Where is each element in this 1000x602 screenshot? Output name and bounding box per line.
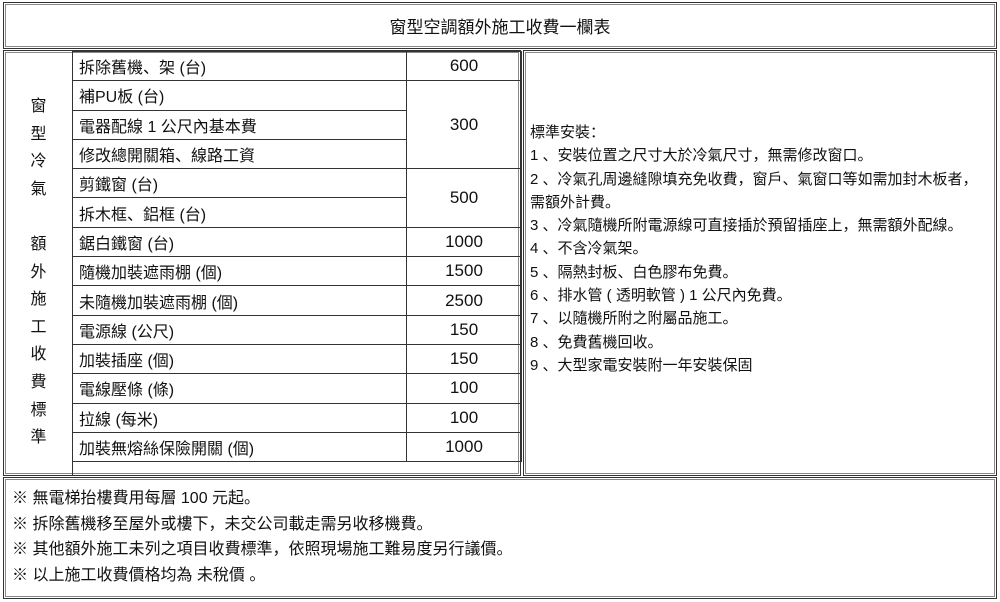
item-name: 拆除舊機、架 (台) bbox=[72, 50, 407, 82]
category-label-char: 收 bbox=[30, 346, 47, 364]
table-row: 加裝插座 (個) 150 bbox=[72, 343, 522, 375]
item-name: 補PU板 (台) bbox=[72, 80, 407, 111]
footer-notes: ※ 無電梯抬樓費用每層 100 元起。 ※ 拆除舊機移至屋外或樓下，未交公司載走需… bbox=[3, 477, 997, 599]
footer-note: ※ 以上施工收費價格均為 未稅價 。 bbox=[12, 566, 266, 584]
item-name: 隨機加裝遮雨棚 (個) bbox=[72, 256, 407, 287]
table-row: 拆除舊機、架 (台) 600 bbox=[72, 50, 522, 82]
item-name: 加裝插座 (個) bbox=[72, 343, 407, 375]
item-name: 電器配線 1 公尺內基本費 bbox=[72, 109, 407, 140]
table-row: 加裝無熔絲保險開關 (個) 1000 bbox=[72, 431, 522, 463]
table-row: 電源線 (公尺) 150 bbox=[72, 314, 522, 345]
item-name: 剪鐵窗 (台) bbox=[72, 168, 407, 199]
item-price: 100 bbox=[406, 402, 522, 433]
footer-note: ※ 拆除舊機移至屋外或樓下，未交公司載走需另收移機費。 bbox=[12, 515, 433, 533]
item-price: 2500 bbox=[406, 285, 522, 316]
footer-note: ※ 其他額外施工未列之項目收費標準，依照現場施工難易度另行議價。 bbox=[12, 541, 513, 558]
table-row: 隨機加裝遮雨棚 (個) 1500 bbox=[72, 256, 522, 287]
category-label-char: 標 bbox=[30, 401, 47, 419]
item-name: 電源線 (公尺) bbox=[72, 314, 407, 345]
note-item: 1 、安裝位置之尺寸大於冷氣尺寸，無需修改窗口。 bbox=[530, 147, 873, 165]
category-label-char: 外 bbox=[30, 263, 47, 281]
item-name: 修改總開關箱、線路工資 bbox=[72, 138, 407, 170]
item-price: 600 bbox=[406, 50, 522, 82]
table-row: 拉線 (每米) 100 bbox=[72, 402, 522, 433]
table-row: 電器配線 1 公尺內基本費 bbox=[72, 109, 522, 140]
category-label-char: 氣 bbox=[30, 180, 47, 198]
item-name: 電線壓條 (條) bbox=[72, 373, 407, 404]
item-price: 300 bbox=[406, 80, 522, 170]
note-item: 9 、大型家電安裝附一年安裝保固 bbox=[530, 356, 753, 374]
standard-installation-notes: 標準安裝： 1 、安裝位置之尺寸大於冷氣尺寸，無需修改窗口。 2 、冷氣孔周邊縫隙… bbox=[523, 50, 997, 476]
footer-note: ※ 無電梯抬樓費用每層 100 元起。 bbox=[12, 490, 261, 507]
item-name: 拉線 (每米) bbox=[72, 402, 407, 433]
category-label-char: 窗 bbox=[30, 98, 47, 115]
table-row: 補PU板 (台) 300 bbox=[72, 80, 522, 170]
note-item: 2 、冷氣孔周邊縫隙填充免收費，窗戶、氣窗口等如需加封木板者，需額外計費。 bbox=[530, 170, 978, 211]
note-item: 5 、隔熱封板、白色膠布免費。 bbox=[530, 263, 738, 281]
table-row: 電線壓條 (條) 100 bbox=[72, 373, 522, 404]
category-label-char: 準 bbox=[30, 429, 47, 447]
table-row: 剪鐵窗 (台) 500 bbox=[72, 168, 522, 228]
note-item: 4 、不含冷氣架。 bbox=[530, 240, 648, 258]
category-label-char: 費 bbox=[30, 373, 47, 391]
category-label: 窗型冷氣額外施工收費標準 bbox=[4, 51, 73, 475]
category-label-char: 工 bbox=[30, 318, 47, 336]
item-name: 鋸白鐵窗 (台) bbox=[72, 226, 407, 258]
item-price: 1500 bbox=[406, 256, 522, 287]
item-name: 拆木框、鋁框 (台) bbox=[72, 197, 407, 228]
category-label-char: 型 bbox=[30, 125, 47, 143]
note-item: 6 、排水管 ( 透明軟管 ) 1 公尺內免費。 bbox=[530, 287, 792, 305]
table-row: 未隨機加裝遮雨棚 (個) 2500 bbox=[72, 285, 522, 316]
page-title: 窗型空調額外施工收費一欄表 bbox=[3, 2, 997, 49]
category-label-char: 冷 bbox=[30, 153, 47, 171]
note-item: 8 、免費舊機回收。 bbox=[530, 333, 663, 351]
note-item: 3 、冷氣隨機所附電源線可直接插於預留插座上，無需額外配線。 bbox=[530, 217, 963, 235]
fee-table-section: 窗型冷氣額外施工收費標準 拆除舊機、架 (台) 600 補PU板 (台) 300 電器配… bbox=[3, 50, 522, 476]
category-label-char: 施 bbox=[30, 291, 47, 309]
table-row: 修改總開關箱、線路工資 bbox=[72, 138, 522, 170]
item-price: 500 bbox=[406, 168, 522, 228]
notes-heading: 標準安裝： bbox=[530, 124, 606, 141]
table-row: 鋸白鐵窗 (台) 1000 bbox=[72, 226, 522, 258]
item-price: 1000 bbox=[406, 431, 522, 463]
item-price: 1000 bbox=[406, 226, 522, 258]
category-label-char: 額 bbox=[30, 235, 47, 253]
item-name: 加裝無熔絲保險開關 (個) bbox=[72, 431, 407, 463]
item-price: 150 bbox=[406, 343, 522, 375]
item-price: 100 bbox=[406, 373, 522, 404]
item-name: 未隨機加裝遮雨棚 (個) bbox=[72, 285, 407, 316]
note-item: 7 、以隨機所附之附屬品施工。 bbox=[530, 310, 738, 328]
fee-table: 拆除舊機、架 (台) 600 補PU板 (台) 300 電器配線 1 公尺內基本費 修改總… bbox=[72, 50, 522, 463]
item-price: 150 bbox=[406, 314, 522, 345]
